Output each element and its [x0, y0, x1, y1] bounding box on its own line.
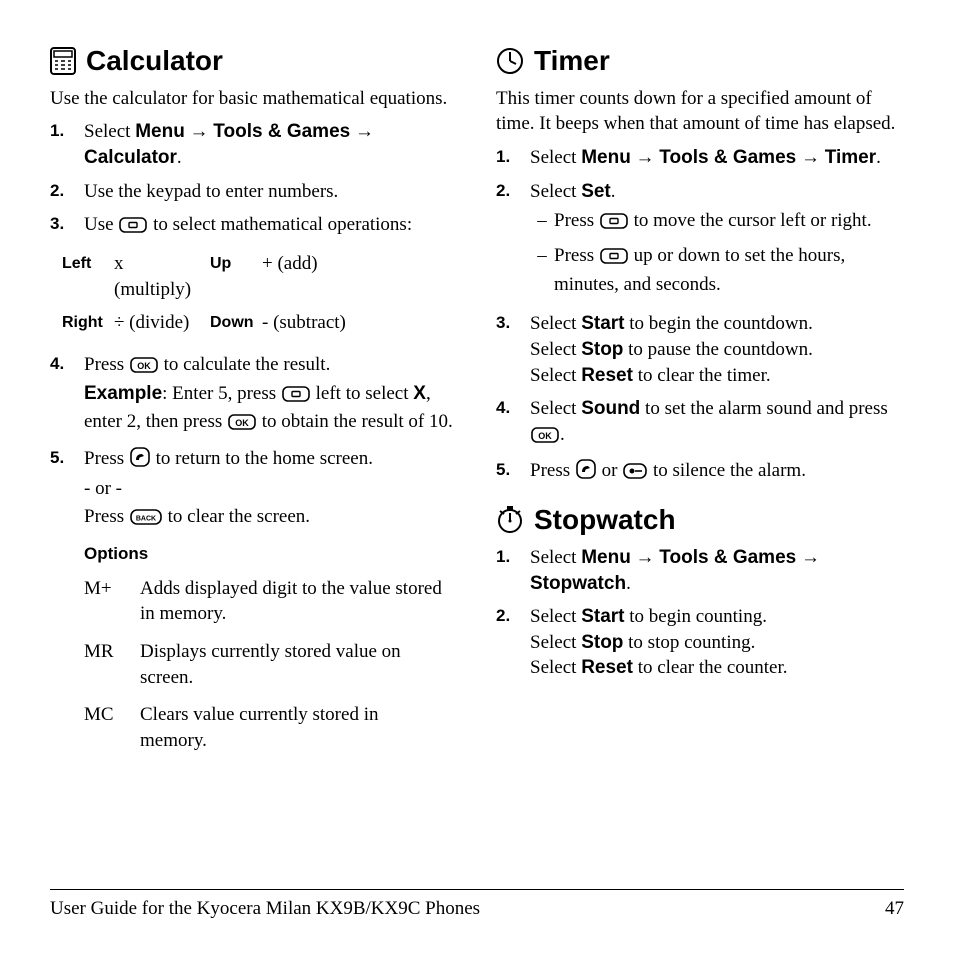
step-number: 4. — [50, 352, 84, 376]
step-number: 3. — [50, 212, 84, 236]
step-number: 1. — [496, 145, 530, 169]
step-number: 5. — [496, 458, 530, 482]
softright-key-icon — [623, 461, 647, 487]
mc-key: MC — [84, 698, 140, 761]
step-number: 1. — [50, 119, 84, 143]
step-body: Select Set. –Press to move the cursor le… — [530, 179, 904, 304]
step-body: Press to calculate the result. Example: … — [84, 352, 458, 438]
calc-step-2: 2. Use the keypad to enter numbers. — [50, 179, 458, 205]
step-number: 5. — [50, 446, 84, 470]
end-key-icon — [576, 459, 596, 487]
timer-icon — [496, 47, 524, 75]
left-column: Calculator Use the calculator for basic … — [50, 42, 458, 862]
step-number: 1. — [496, 545, 530, 569]
right-column: Timer This timer counts down for a speci… — [496, 42, 904, 862]
op-left-label: Left — [62, 249, 114, 308]
timer-step-5: 5. Press or to silence the alarm. — [496, 458, 904, 487]
timer-sub-1: –Press to move the cursor left or right. — [530, 208, 904, 237]
op-left-desc: x (multiply) — [114, 249, 210, 308]
mc-desc: Clears value currently stored in memory. — [140, 698, 458, 761]
op-up-desc: + (add) — [262, 249, 354, 308]
timer-heading: Timer — [496, 42, 904, 80]
step-number: 3. — [496, 311, 530, 335]
calc-step-3: 3. Use to select mathematical operations… — [50, 212, 458, 241]
step-body: Use the keypad to enter numbers. — [84, 179, 458, 205]
calc-step-5: 5. Press to return to the home screen. -… — [50, 446, 458, 533]
nav-key-icon — [282, 384, 310, 410]
calculator-heading: Calculator — [50, 42, 458, 80]
op-down-desc: - (subtract) — [262, 308, 354, 342]
calc-step-4: 4. Press to calculate the result. Exampl… — [50, 352, 458, 438]
calculator-intro: Use the calculator for basic mathematica… — [50, 86, 458, 112]
options-subhead: Options — [84, 543, 458, 566]
mr-key: MR — [84, 635, 140, 698]
nav-key-icon — [119, 215, 147, 241]
calculator-title: Calculator — [86, 42, 223, 80]
timer-step-3: 3. Select Start to begin the countdown. … — [496, 311, 904, 388]
step-body: Use to select mathematical operations: — [84, 212, 458, 241]
calc-step-1: 1. Select Menu → Tools & Games → Calcula… — [50, 119, 458, 170]
calculator-steps-cont: 4. Press to calculate the result. Exampl… — [50, 352, 458, 533]
back-key-icon — [130, 507, 162, 533]
timer-intro: This timer counts down for a specified a… — [496, 86, 904, 137]
mplus-key: M+ — [84, 572, 140, 635]
timer-step-2: 2. Select Set. –Press to move the cursor… — [496, 179, 904, 304]
step-number: 2. — [496, 179, 530, 203]
stopwatch-icon — [496, 505, 524, 535]
step-number: 2. — [496, 604, 530, 628]
end-key-icon — [130, 447, 150, 475]
op-right-desc: ÷ (divide) — [114, 308, 210, 342]
nav-key-icon — [600, 246, 628, 272]
step-body: Select Menu → Tools & Games → Stopwatch. — [530, 545, 904, 596]
timer-steps: 1. Select Menu → Tools & Games → Timer. … — [496, 145, 904, 487]
mplus-desc: Adds displayed digit to the value stored… — [140, 572, 458, 635]
sw-step-1: 1. Select Menu → Tools & Games → Stopwat… — [496, 545, 904, 596]
operations-table: Left x (multiply) Up + (add) Right ÷ (di… — [62, 249, 354, 342]
calculator-steps: 1. Select Menu → Tools & Games → Calcula… — [50, 119, 458, 241]
stopwatch-title: Stopwatch — [534, 501, 676, 539]
step-body: Select Menu → Tools & Games → Timer. — [530, 145, 904, 171]
footer-title: User Guide for the Kyocera Milan KX9B/KX… — [50, 896, 480, 922]
ok-key-icon — [130, 355, 158, 381]
page-number: 47 — [885, 896, 904, 922]
step-body: Press or to silence the alarm. — [530, 458, 904, 487]
step-body: Press to return to the home screen. - or… — [84, 446, 458, 533]
ok-key-icon — [531, 425, 559, 451]
timer-substeps: –Press to move the cursor left or right.… — [530, 208, 904, 297]
stopwatch-heading: Stopwatch — [496, 501, 904, 539]
or-divider: - or - — [84, 476, 458, 502]
page-footer: User Guide for the Kyocera Milan KX9B/KX… — [50, 889, 904, 922]
step-body: Select Menu → Tools & Games → Calculator… — [84, 119, 458, 170]
step-body: Select Start to begin the countdown. Sel… — [530, 311, 904, 388]
step-body: Select Start to begin counting. Select S… — [530, 604, 904, 681]
op-right-label: Right — [62, 308, 114, 342]
timer-step-4: 4. Select Sound to set the alarm sound a… — [496, 396, 904, 450]
ok-key-icon — [228, 412, 256, 438]
timer-sub-2: –Press up or down to set the hours, minu… — [530, 243, 904, 297]
stopwatch-steps: 1. Select Menu → Tools & Games → Stopwat… — [496, 545, 904, 681]
nav-key-icon — [600, 211, 628, 237]
memory-options-table: M+Adds displayed digit to the value stor… — [84, 572, 458, 762]
timer-title: Timer — [534, 42, 610, 80]
step-body: Select Sound to set the alarm sound and … — [530, 396, 904, 450]
timer-step-1: 1. Select Menu → Tools & Games → Timer. — [496, 145, 904, 171]
calculator-icon — [50, 47, 76, 75]
sw-step-2: 2. Select Start to begin counting. Selec… — [496, 604, 904, 681]
mr-desc: Displays currently stored value on scree… — [140, 635, 458, 698]
step-number: 4. — [496, 396, 530, 420]
step-number: 2. — [50, 179, 84, 203]
two-column-layout: Calculator Use the calculator for basic … — [50, 42, 904, 862]
op-down-label: Down — [210, 308, 262, 342]
op-up-label: Up — [210, 249, 262, 308]
